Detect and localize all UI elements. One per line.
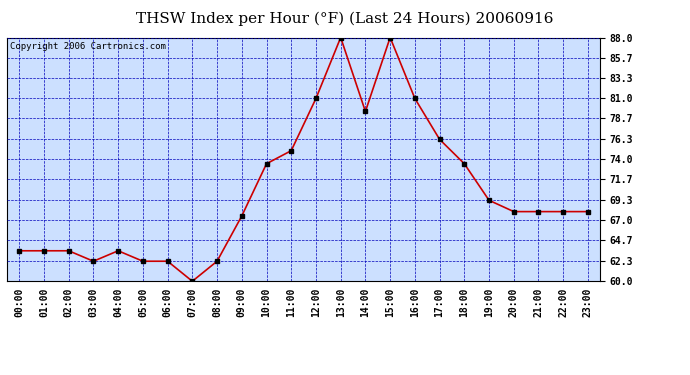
Text: Copyright 2006 Cartronics.com: Copyright 2006 Cartronics.com bbox=[10, 42, 166, 51]
Text: THSW Index per Hour (°F) (Last 24 Hours) 20060916: THSW Index per Hour (°F) (Last 24 Hours)… bbox=[136, 11, 554, 26]
